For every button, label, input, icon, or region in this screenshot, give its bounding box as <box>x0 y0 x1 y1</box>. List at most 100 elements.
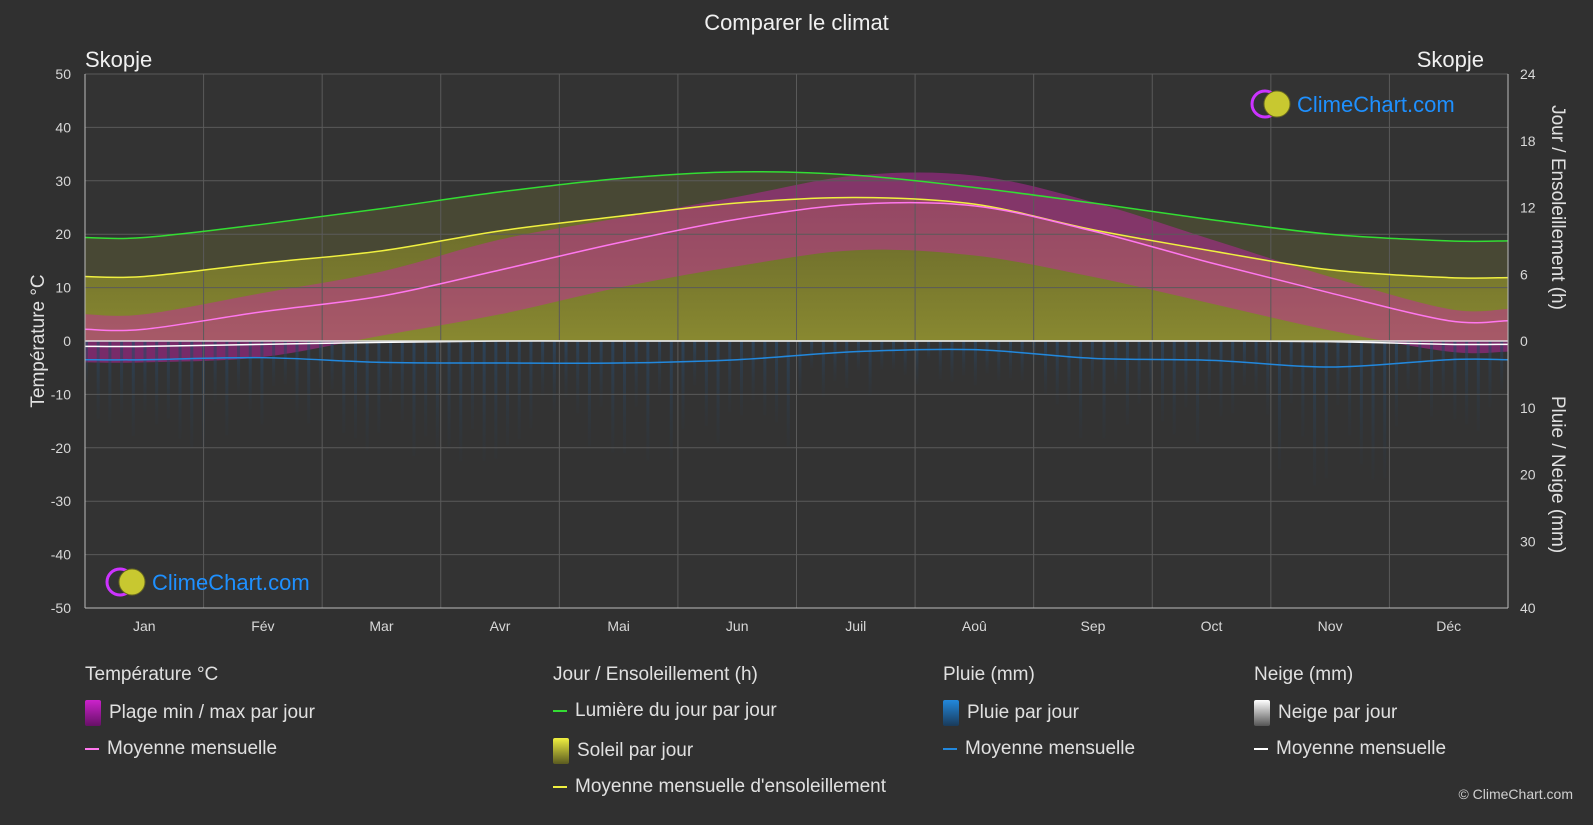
rain-bar <box>868 341 872 396</box>
rain-bar <box>424 341 428 437</box>
logo-sun-icon <box>118 568 146 596</box>
legend-daylight: Lumière du jour par jour <box>553 700 777 722</box>
legend-sunshine: Soleil par jour <box>553 738 693 764</box>
snow-avg-swatch <box>1254 748 1268 750</box>
rain-bar <box>1336 341 1340 406</box>
legend-temp-range: Plage min / max par jour <box>85 700 315 726</box>
rain-bar <box>517 341 521 440</box>
rain-bar <box>143 341 147 412</box>
rain-bar <box>1371 341 1375 480</box>
rain-swatch <box>943 700 959 726</box>
y-right-hours-tick: 24 <box>1520 66 1536 82</box>
rain-bar <box>1172 341 1176 435</box>
rain-bar <box>283 341 287 385</box>
rain-bar <box>541 341 545 396</box>
rain-bar <box>342 341 346 433</box>
rain-bar <box>1324 341 1328 479</box>
rain-bar <box>1020 341 1024 381</box>
rain-bar <box>576 341 580 414</box>
y-left-tick: -20 <box>51 440 71 456</box>
y-right-rain-tick: 20 <box>1520 467 1536 483</box>
brand-logo-bottom: ClimeChart.com <box>105 567 310 597</box>
y-left-tick: -30 <box>51 493 71 509</box>
rain-bar <box>459 341 463 462</box>
x-tick-month: Déc <box>1436 618 1461 634</box>
x-tick-month: Fév <box>251 618 274 634</box>
y-right-rain-tick: 40 <box>1520 600 1536 616</box>
rain-bar <box>494 341 498 459</box>
legend-snow-head: Neige (mm) <box>1254 664 1354 685</box>
rain-bar <box>1266 341 1270 415</box>
rain-bar <box>260 341 264 425</box>
rain-bar <box>833 341 837 381</box>
rain-bar <box>1418 341 1422 403</box>
legend-temp-head: Température °C <box>85 664 219 685</box>
sunshine-avg-swatch <box>553 786 567 788</box>
rain-bar <box>354 341 358 439</box>
climate-chart: 50 40 30 20 10 0 -10 -20 -30 -40 -50 24 18 12 6 0 10 20 30… <box>28 66 1568 634</box>
rain-bar <box>131 341 135 437</box>
rain-bar <box>1348 341 1352 436</box>
x-tick-month: Mar <box>369 618 393 634</box>
rain-bar <box>166 341 170 419</box>
rain-bar <box>506 341 510 446</box>
rain-bar <box>623 341 627 454</box>
rain-bar <box>997 341 1001 381</box>
rain-bar <box>880 341 884 370</box>
rain-bar <box>845 341 849 389</box>
rain-bar <box>389 341 393 402</box>
rain-bar <box>1254 341 1258 395</box>
snow-swatch <box>1254 700 1270 726</box>
rain-bar <box>178 341 182 439</box>
rain-bar <box>96 341 100 419</box>
rain-bar <box>950 341 954 382</box>
rain-bar <box>1207 341 1211 400</box>
rain-bar <box>564 341 568 398</box>
rain-bar <box>1079 341 1083 439</box>
legend-temp-avg-label: Moyenne mensuelle <box>107 738 278 759</box>
rain-bar <box>318 341 322 388</box>
rain-bar <box>821 341 825 397</box>
rain-bar <box>611 341 615 453</box>
rain-bar <box>962 341 966 376</box>
legend-rain-day-label: Pluie par jour <box>967 702 1079 723</box>
temp-avg-swatch <box>85 748 99 750</box>
logo-text: ClimeChart.com <box>152 570 310 595</box>
rain-bar <box>272 341 276 387</box>
rain-avg-line <box>84 348 1509 368</box>
y-left-tick: 10 <box>55 280 71 296</box>
rain-bar <box>1114 341 1118 385</box>
y-left-tick: -50 <box>51 600 71 616</box>
rain-bar <box>1277 341 1281 470</box>
rain-bar <box>1453 341 1457 420</box>
y-right-top-label: Jour / Ensoleillement (h) <box>1547 105 1568 310</box>
x-tick-month: Nov <box>1318 618 1343 634</box>
rain-bar <box>85 341 88 383</box>
rain-bar <box>295 341 299 413</box>
x-tick-month: Jan <box>133 618 156 634</box>
legend-sunshine-avg: Moyenne mensuelle d'ensoleillement <box>553 776 886 798</box>
rain-bar <box>330 341 334 390</box>
copyright: © ClimeChart.com <box>1458 786 1573 802</box>
rain-bar <box>412 341 416 457</box>
rain-bar <box>1430 341 1434 417</box>
rain-bar <box>1196 341 1200 443</box>
rain-bar <box>798 341 802 396</box>
y-right-bottom-label: Pluie / Neige (mm) <box>1547 396 1568 553</box>
rain-bar <box>599 341 603 407</box>
rain-bar <box>400 341 404 421</box>
rain-bar <box>435 341 439 450</box>
legend-sunshine-label: Soleil par jour <box>577 740 694 761</box>
rain-bar <box>1289 341 1293 404</box>
y-left-tick: -40 <box>51 547 71 563</box>
rain-bar <box>1465 341 1469 425</box>
legend-temp-avg: Moyenne mensuelle <box>85 738 277 760</box>
y-left-tick: 50 <box>55 66 71 82</box>
rain-bar <box>634 341 638 407</box>
y-left-tick: -10 <box>51 386 71 402</box>
sunshine-avg-line <box>84 196 1509 279</box>
rain-bar <box>1383 341 1387 479</box>
daylight-line <box>84 171 1509 243</box>
rain-bar <box>1488 341 1492 408</box>
rain-bar <box>1102 341 1106 439</box>
